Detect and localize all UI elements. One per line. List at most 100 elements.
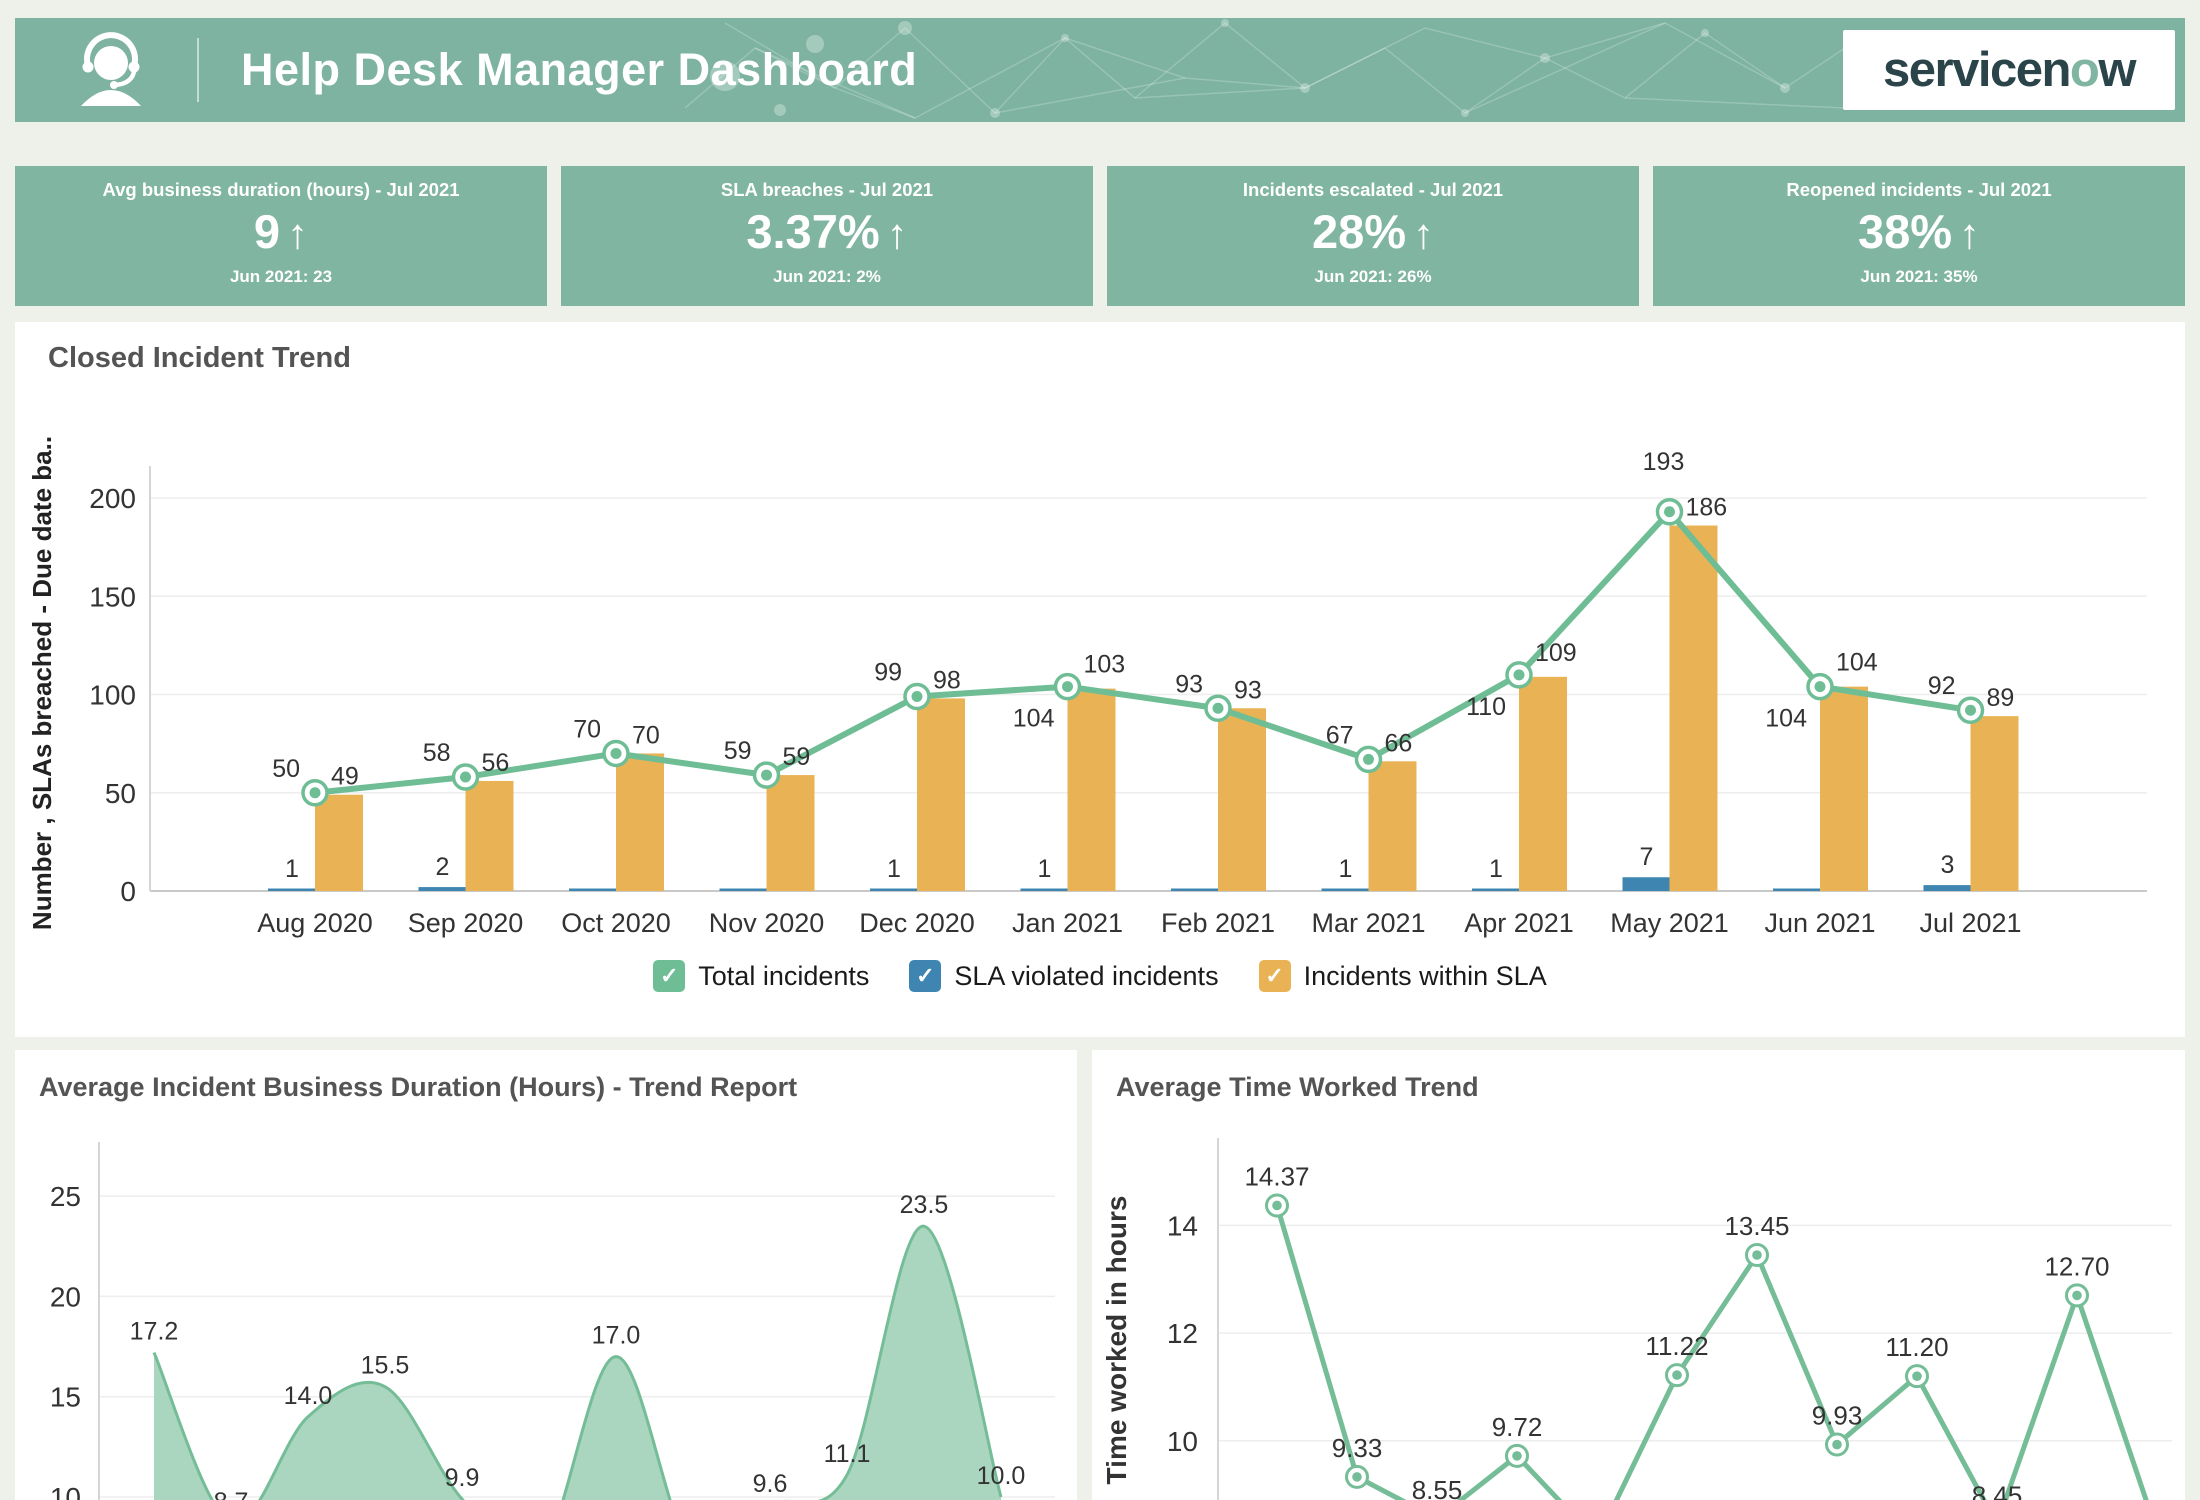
chart-title: Average Time Worked Trend	[1116, 1072, 1479, 1102]
svg-text:10: 10	[50, 1482, 81, 1500]
svg-text:1: 1	[1038, 855, 1052, 883]
svg-text:200: 200	[89, 483, 136, 514]
svg-text:66: 66	[1385, 729, 1413, 757]
svg-text:59: 59	[724, 737, 752, 765]
svg-text:15: 15	[50, 1382, 81, 1413]
kpi-previous-value: Jun 2021: 35%	[1860, 267, 1978, 286]
business-duration-area-chart[interactable]: 25 20 15 10 17.2 8.7 14.0 15.5 9.9 17.0 9.6 11.1 23.…	[15, 1050, 1077, 1500]
svg-text:92: 92	[1928, 672, 1956, 700]
svg-text:99: 99	[874, 658, 902, 686]
svg-text:11.1: 11.1	[824, 1440, 871, 1468]
svg-text:11.22: 11.22	[1645, 1331, 1708, 1361]
svg-text:110: 110	[1466, 693, 1506, 721]
svg-text:13.45: 13.45	[1724, 1211, 1789, 1241]
svg-text:Jul 2021: Jul 2021	[1919, 908, 2021, 938]
kpi-avg-business-duration[interactable]: Avg business duration (hours) - Jul 2021…	[15, 166, 547, 306]
svg-text:8.55: 8.55	[1412, 1475, 1463, 1500]
dashboard-header: Help Desk Manager Dashboard servicenow	[15, 18, 2185, 122]
svg-text:93: 93	[1234, 676, 1262, 704]
svg-text:Mar 2021: Mar 2021	[1311, 908, 1425, 938]
headset-agent-icon	[73, 30, 149, 111]
svg-text:1: 1	[887, 855, 901, 883]
checkbox-checked-icon[interactable]: ✓	[1258, 960, 1291, 992]
kpi-previous-value: Jun 2021: 2%	[773, 267, 881, 286]
svg-text:58: 58	[423, 739, 451, 767]
svg-text:104: 104	[1013, 705, 1055, 733]
kpi-previous-value: Jun 2021: 23	[229, 267, 333, 286]
svg-text:10: 10	[1167, 1426, 1198, 1457]
time-worked-panel: Average Time Worked Trend 14 12 10 Time wor…	[1092, 1050, 2185, 1500]
svg-text:89: 89	[1987, 684, 2015, 712]
svg-text:1: 1	[1339, 855, 1353, 883]
checkbox-checked-icon[interactable]: ✓	[909, 960, 942, 992]
svg-text:12.70: 12.70	[2044, 1251, 2109, 1281]
kpi-previous-value: Jun 2021: 26%	[1314, 267, 1432, 286]
kpi-incidents-escalated[interactable]: Incidents escalated - Jul 2021 28% ↑ Jun …	[1107, 166, 1639, 306]
svg-text:8.45: 8.45	[1972, 1480, 2023, 1500]
svg-text:56: 56	[482, 749, 510, 777]
svg-text:Apr 2021: Apr 2021	[1464, 908, 1574, 938]
svg-text:50: 50	[105, 778, 136, 809]
svg-text:0: 0	[120, 876, 136, 907]
legend-item-within-sla[interactable]: ✓ Incidents within SLA	[1258, 960, 1547, 992]
svg-text:50: 50	[272, 755, 300, 783]
svg-text:Jan 2021: Jan 2021	[1012, 908, 1123, 938]
svg-text:93: 93	[1175, 670, 1203, 698]
svg-text:100: 100	[89, 680, 136, 711]
svg-text:2: 2	[436, 853, 450, 881]
svg-text:Jun 2021: Jun 2021	[1764, 908, 1875, 938]
svg-text:8.7: 8.7	[214, 1488, 249, 1500]
svg-text:103: 103	[1084, 651, 1126, 679]
kpi-title: Incidents escalated - Jul 2021	[1242, 179, 1504, 200]
svg-text:23.5: 23.5	[900, 1191, 949, 1219]
business-duration-panel: Average Incident Business Duration (Hour…	[15, 1050, 1077, 1500]
svg-text:14.37: 14.37	[1244, 1161, 1309, 1191]
svg-text:12: 12	[1167, 1318, 1198, 1349]
closed-incident-trend-panel: Closed Incident Trend 0 50 100 150 200 Number…	[15, 322, 2185, 1037]
legend-item-sla-violated[interactable]: ✓ SLA violated incidents	[909, 960, 1219, 992]
svg-text:1: 1	[285, 855, 299, 883]
svg-text:7: 7	[1640, 843, 1654, 871]
svg-text:150: 150	[89, 581, 136, 612]
kpi-value: 9 ↑	[253, 205, 309, 258]
svg-text:98: 98	[933, 666, 961, 694]
svg-text:1: 1	[1489, 855, 1503, 883]
svg-text:59: 59	[783, 743, 811, 771]
time-worked-line-chart[interactable]: 14 12 10 Time worked in hours 14.37 9.33 8.55 9…	[1092, 1050, 2185, 1500]
legend-label: SLA violated incidents	[954, 960, 1219, 991]
svg-text:70: 70	[573, 715, 601, 743]
svg-text:11.20: 11.20	[1885, 1332, 1948, 1362]
kpi-title: SLA breaches - Jul 2021	[720, 179, 934, 200]
checkbox-checked-icon[interactable]: ✓	[653, 960, 686, 992]
up-arrow-icon: ↑	[886, 210, 908, 257]
kpi-reopened-incidents[interactable]: Reopened incidents - Jul 2021 38% ↑ Jun 2…	[1653, 166, 2185, 306]
legend-label: Total incidents	[698, 960, 870, 991]
svg-text:3: 3	[1941, 851, 1955, 879]
svg-text:Time worked in hours: Time worked in hours	[1101, 1196, 1132, 1485]
svg-text:Nov 2020: Nov 2020	[709, 908, 825, 938]
svg-text:Sep 2020: Sep 2020	[408, 908, 524, 938]
svg-text:9.6: 9.6	[753, 1470, 788, 1498]
svg-text:14.0: 14.0	[284, 1382, 333, 1410]
kpi-value: 3.37% ↑	[746, 205, 908, 258]
header-divider	[197, 38, 199, 102]
svg-text:14: 14	[1167, 1210, 1198, 1241]
svg-text:9.9: 9.9	[445, 1464, 480, 1492]
svg-text:70: 70	[632, 721, 660, 749]
svg-text:104: 104	[1765, 705, 1807, 733]
kpi-title: Avg business duration (hours) - Jul 2021	[102, 179, 460, 200]
svg-text:10.0: 10.0	[977, 1462, 1026, 1490]
up-arrow-icon: ↑	[1959, 210, 1981, 257]
svg-text:15.5: 15.5	[361, 1352, 410, 1380]
svg-text:Feb 2021: Feb 2021	[1161, 908, 1275, 938]
svg-text:9.33: 9.33	[1332, 1433, 1383, 1463]
servicenow-logo-text: servicenow	[1883, 43, 2136, 97]
kpi-sla-breaches[interactable]: SLA breaches - Jul 2021 3.37% ↑ Jun 2021:…	[561, 166, 1093, 306]
svg-text:25: 25	[50, 1181, 81, 1212]
up-arrow-icon: ↑	[287, 210, 309, 257]
svg-text:104: 104	[1836, 649, 1878, 677]
svg-text:May 2021: May 2021	[1610, 908, 1729, 938]
legend-item-total-incidents[interactable]: ✓ Total incidents	[653, 960, 869, 992]
